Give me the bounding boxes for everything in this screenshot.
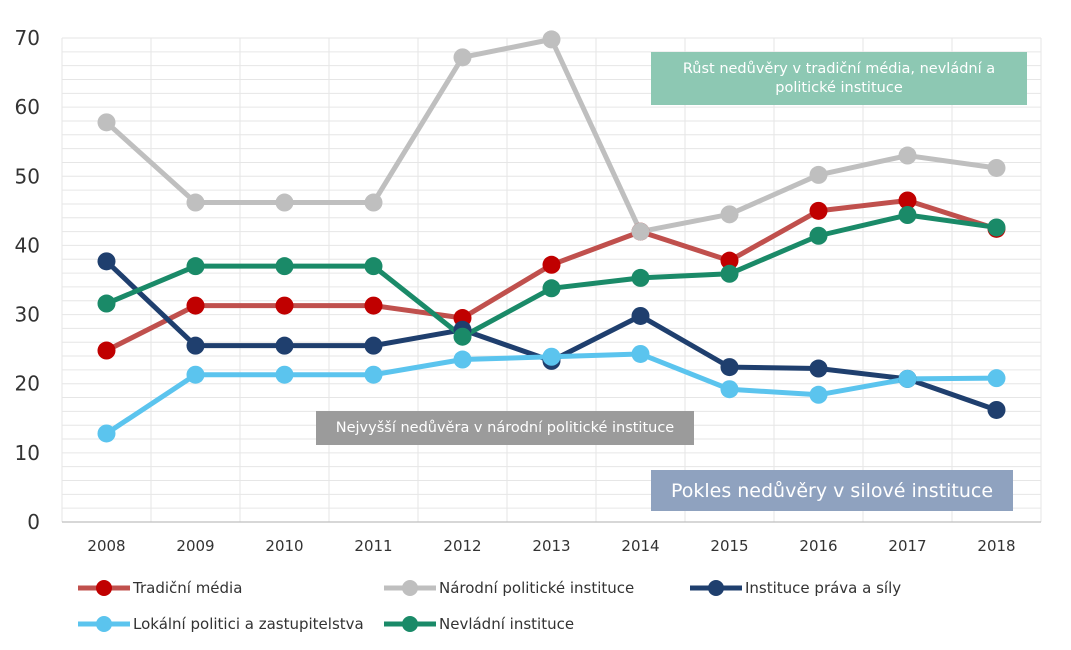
data-point (809, 165, 828, 184)
legend-swatch-marker (402, 580, 418, 596)
data-point (275, 257, 294, 276)
legend-label: Nevládní instituce (439, 615, 574, 633)
data-point (898, 369, 917, 388)
data-point (186, 365, 205, 384)
y-tick-label: 40 (15, 233, 40, 257)
data-point (631, 268, 650, 287)
data-point (364, 257, 383, 276)
data-point (631, 222, 650, 241)
data-point (720, 205, 739, 224)
data-point (987, 218, 1006, 237)
y-tick-label: 30 (15, 303, 40, 327)
data-point (453, 350, 472, 369)
y-tick-label: 0 (27, 510, 40, 534)
data-point (542, 347, 561, 366)
annotation-decline: Pokles nedůvěry v silové instituce (651, 470, 1013, 511)
x-tick-label: 2018 (977, 537, 1015, 555)
data-point (186, 336, 205, 355)
data-point (631, 344, 650, 363)
legend-swatch-marker (708, 580, 724, 596)
data-point (542, 30, 561, 49)
y-axis-ticks: 0 10 20 30 40 50 60 70 (15, 26, 40, 534)
x-tick-label: 2016 (799, 537, 837, 555)
x-tick-label: 2011 (354, 537, 392, 555)
x-tick-label: 2014 (621, 537, 659, 555)
y-tick-label: 50 (15, 164, 40, 188)
legend-label: Národní politické instituce (439, 579, 634, 597)
data-point (720, 264, 739, 283)
legend-label: Lokální politici a zastupitelstva (133, 615, 364, 633)
data-point (809, 359, 828, 378)
data-point (542, 255, 561, 274)
data-point (898, 206, 917, 225)
data-point (364, 336, 383, 355)
x-tick-label: 2013 (532, 537, 570, 555)
data-point (809, 226, 828, 245)
legend-label: Tradiční média (132, 579, 242, 597)
data-point (186, 296, 205, 315)
data-point (186, 193, 205, 212)
x-axis-ticks: 2008 2009 2010 2011 2012 2013 2014 2015 2016 2017… (87, 537, 1015, 555)
data-point (453, 327, 472, 346)
data-point (809, 201, 828, 220)
data-point (364, 296, 383, 315)
data-point (898, 146, 917, 165)
y-tick-label: 70 (15, 26, 40, 50)
series-lines (97, 30, 1006, 443)
data-point (97, 424, 116, 443)
x-tick-label: 2008 (87, 537, 125, 555)
data-point (720, 358, 739, 377)
data-point (275, 336, 294, 355)
data-point (898, 191, 917, 210)
data-point (542, 279, 561, 298)
data-point (809, 385, 828, 404)
y-tick-label: 60 (15, 95, 40, 119)
data-point (97, 252, 116, 271)
data-point (275, 365, 294, 384)
y-tick-label: 20 (15, 372, 40, 396)
x-tick-label: 2012 (443, 537, 481, 555)
data-point (720, 251, 739, 270)
data-point (97, 341, 116, 360)
x-tick-label: 2017 (888, 537, 926, 555)
x-tick-label: 2010 (265, 537, 303, 555)
data-point (275, 296, 294, 315)
data-point (720, 380, 739, 399)
legend-swatch-marker (96, 616, 112, 632)
data-point (364, 193, 383, 212)
data-point (987, 158, 1006, 177)
data-point (97, 113, 116, 132)
data-point (275, 193, 294, 212)
annotation-highest-distrust: Nejvyšší nedůvěra v národní politické in… (316, 411, 694, 445)
legend: Tradiční média Národní politické instituc… (78, 579, 901, 633)
data-point (97, 294, 116, 313)
x-tick-label: 2015 (710, 537, 748, 555)
legend-swatch-marker (402, 616, 418, 632)
data-point (453, 48, 472, 67)
data-point (186, 257, 205, 276)
data-point (987, 400, 1006, 419)
annotation-growth: Růst nedůvěry v tradiční média, nevládní… (651, 52, 1027, 105)
legend-label: Instituce práva a síly (745, 579, 901, 597)
x-tick-label: 2009 (176, 537, 214, 555)
y-tick-label: 10 (15, 441, 40, 465)
legend-swatch-marker (96, 580, 112, 596)
data-point (987, 369, 1006, 388)
data-point (631, 306, 650, 325)
data-point (364, 365, 383, 384)
